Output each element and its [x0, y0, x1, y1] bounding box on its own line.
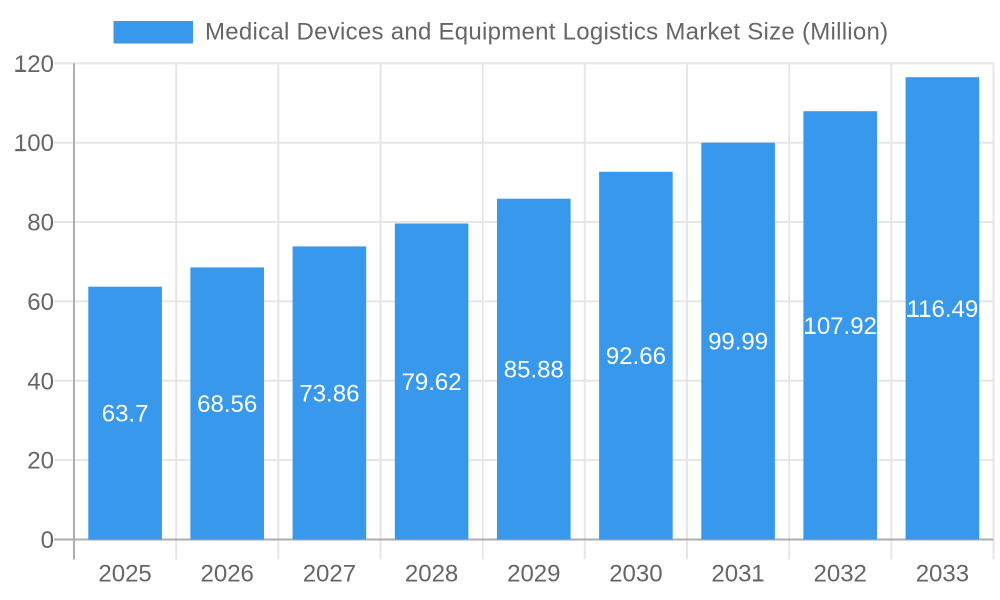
svg-text:99.99: 99.99 — [708, 329, 768, 356]
svg-text:60: 60 — [27, 289, 54, 316]
svg-text:92.66: 92.66 — [606, 343, 666, 370]
svg-text:2030: 2030 — [609, 561, 662, 588]
svg-text:2028: 2028 — [405, 561, 458, 588]
svg-text:116.49: 116.49 — [907, 296, 979, 323]
svg-text:2026: 2026 — [201, 561, 254, 588]
svg-text:2025: 2025 — [98, 561, 151, 588]
svg-text:107.92: 107.92 — [803, 313, 876, 340]
svg-text:2033: 2033 — [916, 561, 969, 588]
svg-text:80: 80 — [27, 210, 54, 237]
svg-text:0: 0 — [41, 527, 54, 554]
svg-text:Medical Devices and Equipment: Medical Devices and Equipment Logistics … — [205, 19, 888, 46]
svg-text:73.86: 73.86 — [299, 380, 359, 407]
svg-text:2032: 2032 — [814, 561, 867, 588]
svg-text:20: 20 — [27, 448, 54, 475]
svg-text:2029: 2029 — [507, 561, 560, 588]
svg-text:85.88: 85.88 — [504, 357, 564, 384]
svg-text:100: 100 — [14, 130, 54, 157]
svg-text:2031: 2031 — [711, 561, 764, 588]
svg-text:2027: 2027 — [303, 561, 356, 588]
svg-text:68.56: 68.56 — [197, 391, 257, 418]
svg-text:79.62: 79.62 — [402, 369, 462, 396]
svg-text:63.7: 63.7 — [102, 401, 149, 428]
svg-text:120: 120 — [14, 51, 54, 78]
svg-text:40: 40 — [27, 368, 54, 395]
